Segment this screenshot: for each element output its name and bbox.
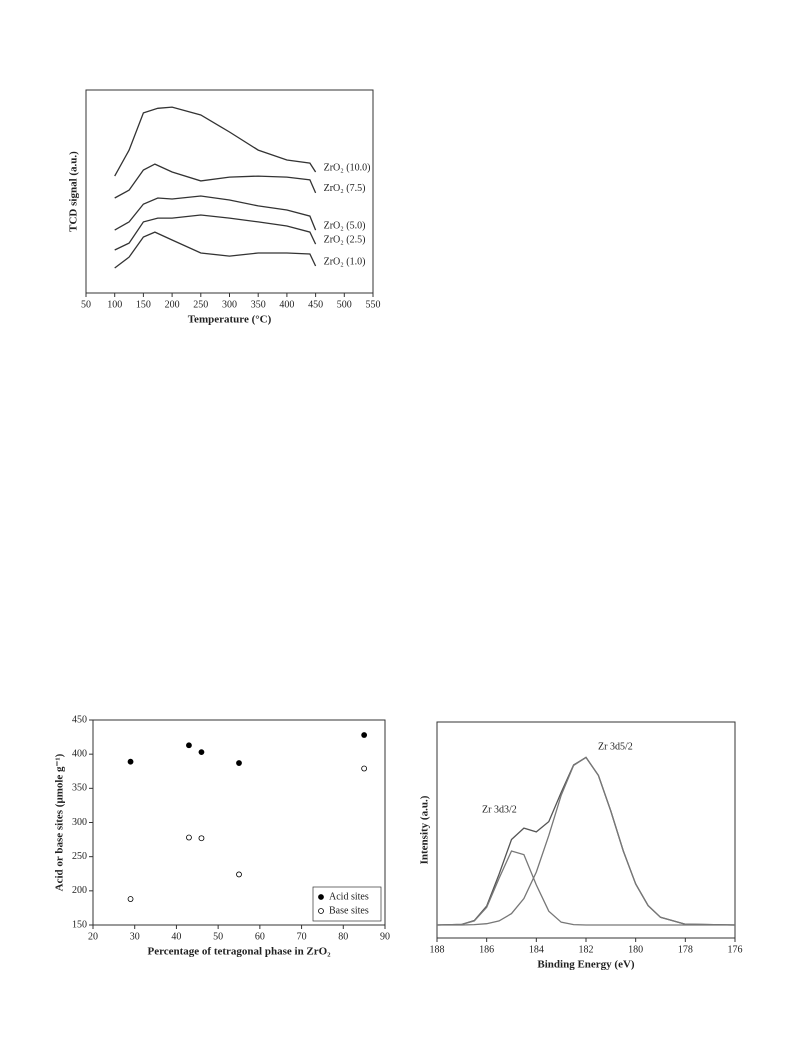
x-tick-label: 184 <box>529 944 544 955</box>
legend-label: Acid sites <box>329 891 369 902</box>
series-line <box>114 195 317 231</box>
x-tick-label: 70 <box>297 931 307 942</box>
x-tick-label: 300 <box>222 299 237 310</box>
x-tick-label: 60 <box>255 931 265 942</box>
x-axis-label: Binding Energy (eV) <box>537 959 635 971</box>
series-line <box>114 106 317 177</box>
x-tick-label: 80 <box>338 931 348 942</box>
x-tick-label: 20 <box>88 931 98 942</box>
legend-box <box>312 886 382 922</box>
y-axis-label: TCD signal (a.u.) <box>68 151 80 232</box>
series-label: ZrO₂ (5.0) <box>324 220 366 231</box>
x-tick-label: 100 <box>107 299 122 310</box>
series-label: ZrO₂ (10.0) <box>324 162 371 173</box>
chart: 50 100 150 200 250 300 350 400 450 500 550 Temperat… <box>68 89 381 326</box>
x-tick-label: 550 <box>366 299 381 310</box>
x-tick-label: 188 <box>430 944 445 955</box>
x-tick-label: 500 <box>337 299 352 310</box>
x-tick-label: 30 <box>130 931 140 942</box>
x-tick-label: 450 <box>308 299 323 310</box>
x-tick-label: 40 <box>171 931 181 942</box>
legend-marker <box>318 894 324 900</box>
chart: 20 30 40 50 60 70 80 90 150 200 250 300 350 400 450 Per… <box>54 714 390 957</box>
data-point <box>198 835 205 842</box>
data-point <box>186 834 192 841</box>
x-tick-label: 50 <box>213 931 223 942</box>
y-tick-label: 150 <box>72 919 87 930</box>
y-tick-label: 200 <box>72 885 87 896</box>
series-line <box>437 756 736 926</box>
annotation: Zr 3d3/2 <box>482 804 517 815</box>
x-tick-label: 200 <box>165 299 180 310</box>
plot-frame <box>436 721 736 939</box>
y-tick-label: 300 <box>72 817 87 828</box>
x-axis-label: Temperature (°C) <box>188 314 272 326</box>
y-tick-label: 250 <box>72 851 87 862</box>
series-label: ZrO₂ (7.5) <box>324 183 366 194</box>
data-point <box>127 896 134 902</box>
annotation: Zr 3d5/2 <box>598 741 633 752</box>
x-tick-label: 250 <box>193 299 208 310</box>
data-point <box>236 760 242 766</box>
x-tick-label: 176 <box>728 944 743 955</box>
data-point <box>361 732 368 738</box>
data-point <box>198 749 205 756</box>
x-tick-label: 50 <box>81 299 91 310</box>
x-axis-label: Percentage of tetragonal phase in ZrO₂ <box>147 946 331 958</box>
y-axis-label: Intensity (a.u.) <box>419 795 431 864</box>
x-tick-label: 186 <box>479 944 494 955</box>
y-tick-label: 450 <box>72 714 87 725</box>
y-tick-label: 400 <box>72 748 87 759</box>
legend-marker <box>318 908 324 914</box>
series-line <box>436 756 736 926</box>
x-tick-label: 90 <box>380 931 390 942</box>
series-line <box>114 231 317 269</box>
x-tick-label: 350 <box>251 299 266 310</box>
series-label: ZrO₂ (1.0) <box>324 256 366 267</box>
data-point <box>127 758 134 765</box>
y-axis-label: Acid or base sites (μmole g⁻¹) <box>54 753 66 891</box>
data-point <box>186 742 192 749</box>
series-line <box>436 850 735 926</box>
data-point <box>236 871 242 878</box>
x-tick-label: 150 <box>136 299 151 310</box>
x-tick-label: 400 <box>279 299 294 310</box>
y-tick-label: 350 <box>72 783 87 794</box>
data-point <box>361 765 368 772</box>
x-tick-label: 180 <box>628 944 643 955</box>
legend-label: Base sites <box>329 905 369 916</box>
series-label: ZrO₂ (2.5) <box>324 234 366 245</box>
x-tick-label: 178 <box>678 944 693 955</box>
x-tick-label: 182 <box>579 944 594 955</box>
series-line <box>114 163 317 199</box>
chart: 188 186 184 182 180 178 176 Binding Energy (eV)… <box>419 721 743 971</box>
series-line <box>114 214 317 251</box>
